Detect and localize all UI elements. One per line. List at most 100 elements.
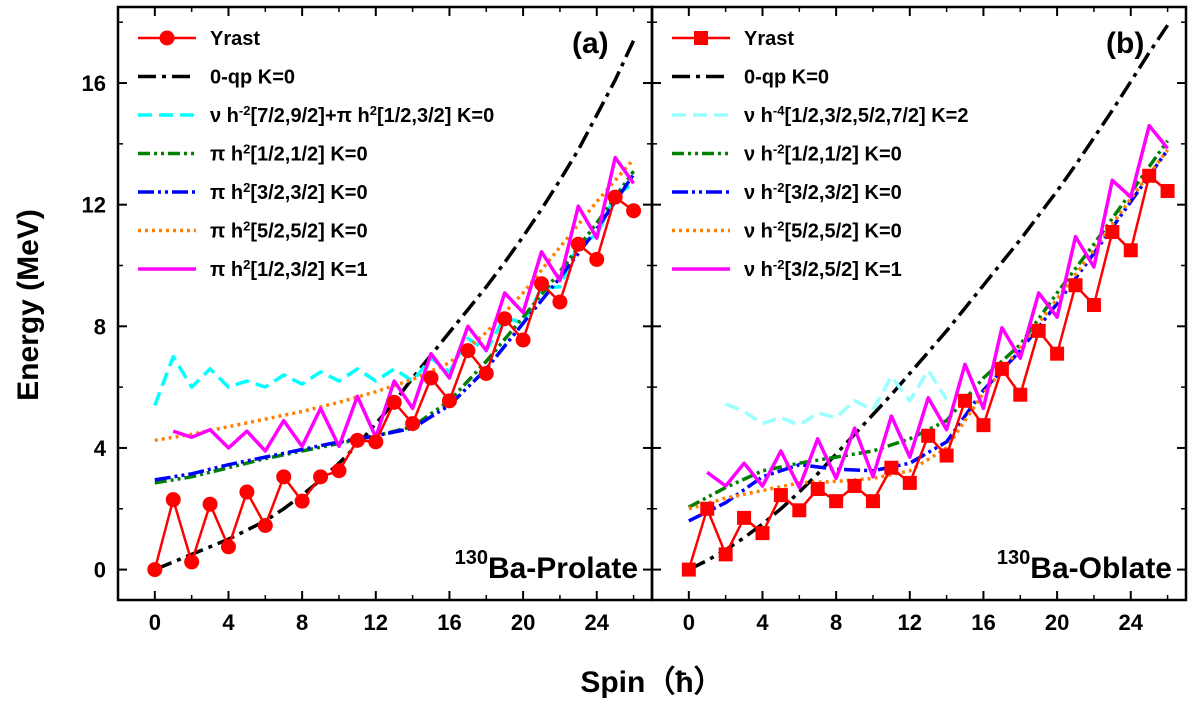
data-point (626, 203, 642, 219)
x-tick-label: 0 (683, 610, 695, 635)
x-axis-title: Spin（ħ） (580, 665, 723, 699)
series-line (688, 148, 1170, 523)
x-tick-label: 24 (585, 610, 610, 635)
legend-marker (159, 30, 175, 46)
data-point (976, 418, 991, 433)
legend-label: ν h-2[3/2,3/2] K=0 (744, 180, 902, 205)
data-point (737, 510, 752, 525)
y-tick-label: 16 (82, 71, 106, 96)
series-line (725, 368, 949, 427)
data-point (1013, 387, 1028, 402)
x-tick-label: 16 (971, 610, 995, 635)
legend-label: π h2[1/2,1/2] K=0 (210, 141, 368, 166)
legend-label: π h2[3/2,3/2] K=0 (210, 180, 368, 205)
legend-marker (694, 31, 708, 45)
data-point (331, 463, 347, 479)
data-point (257, 517, 273, 533)
panel-a: 0 4 8 12 16 20 24 0 4 8 12 16 Yrast 0-qp K=0 ν h-2[7/2… (82, 5, 654, 635)
plot-area (147, 39, 642, 578)
data-point (570, 236, 586, 252)
data-point (1031, 323, 1046, 338)
data-point (184, 554, 200, 570)
legend-label: ν h-2[5/2,5/2] K=0 (744, 218, 902, 243)
data-point (773, 488, 788, 503)
data-point (1123, 243, 1138, 258)
legend-label: Yrast (210, 28, 260, 50)
legend-label: ν h-2[3/2,5/2] K=1 (744, 257, 902, 282)
data-point (220, 539, 236, 555)
x-tick-label: 12 (898, 610, 922, 635)
y-tick-label: 0 (94, 558, 106, 583)
panel-b: 0 4 8 12 16 20 24 Yrast 0-qp K=0 ν h-4[1/2,3/2,5/… (650, 5, 1188, 635)
plot-area (681, 24, 1175, 577)
data-point (810, 482, 825, 497)
x-tick-label: 8 (830, 610, 842, 635)
series-line (172, 155, 636, 453)
data-point (1050, 346, 1065, 361)
data-point (313, 469, 329, 485)
series-line (706, 123, 1169, 490)
data-point (994, 361, 1009, 376)
data-point (1086, 298, 1101, 313)
data-point (202, 496, 218, 512)
data-point (239, 484, 255, 500)
nucleus-label: 130Ba-Prolate (455, 547, 638, 585)
data-point (939, 448, 954, 463)
data-point (1142, 168, 1157, 183)
x-tick-label: 20 (1045, 610, 1069, 635)
legend-label: π h2[5/2,5/2] K=0 (210, 218, 368, 243)
series-line (154, 170, 636, 485)
data-point (589, 251, 605, 267)
panel-label: (b) (1106, 27, 1144, 60)
data-point (534, 276, 550, 292)
y-axis-title: Energy (MeV) (12, 209, 45, 401)
data-point (349, 432, 365, 448)
x-tick-label: 8 (296, 610, 308, 635)
legend-label: ν h-2[1/2,1/2] K=0 (744, 141, 902, 166)
data-point (478, 365, 494, 381)
y-tick-label: 12 (82, 193, 106, 218)
chart-panels: 0 4 8 12 16 20 24 0 4 8 12 16 Yrast 0-qp K=0 ν h-2[7/2… (82, 5, 1188, 635)
x-tick-label: 4 (756, 610, 769, 635)
x-tick-label: 20 (511, 610, 535, 635)
legend-label: ν h-4[1/2,3/2,5/2,7/2] K=2 (744, 103, 968, 128)
x-tick-label: 4 (222, 610, 235, 635)
data-point (884, 460, 899, 475)
x-tick-label: 24 (1119, 610, 1144, 635)
nucleus-label: 130Ba-Oblate (997, 547, 1172, 585)
data-point (276, 469, 292, 485)
data-point (515, 332, 531, 348)
data-point (755, 526, 770, 541)
data-point (1105, 225, 1120, 240)
data-point (958, 393, 973, 408)
data-point (460, 343, 476, 359)
data-point (386, 394, 402, 410)
data-point (865, 494, 880, 509)
data-point (1160, 183, 1175, 198)
x-tick-label: 16 (437, 610, 461, 635)
x-tick-label: 12 (364, 610, 388, 635)
data-point (405, 416, 421, 432)
data-point (681, 562, 696, 577)
panel-label: (a) (572, 27, 609, 60)
data-point (829, 494, 844, 509)
y-tick-label: 8 (94, 314, 106, 339)
data-point (497, 311, 513, 327)
data-point (294, 493, 310, 509)
data-point (792, 503, 807, 518)
data-point (847, 478, 862, 493)
data-point (718, 547, 733, 562)
series-line (154, 173, 636, 482)
plot-frame (650, 5, 1188, 602)
legend-label: π h2[1/2,3/2] K=1 (210, 257, 368, 282)
data-point (700, 501, 715, 516)
plot-frame (116, 5, 654, 602)
legend: Yrast 0-qp K=0 ν h-4[1/2,3/2,5/2,7/2] K=2 ν… (672, 28, 968, 281)
data-point (607, 189, 623, 205)
legend: Yrast 0-qp K=0 ν h-2[7/2,9/2]+π h2[1/2,3/2… (138, 28, 494, 281)
data-point (165, 492, 181, 508)
legend-label: Yrast (744, 28, 794, 50)
data-point (441, 393, 457, 409)
data-point (902, 475, 917, 490)
legend-label: ν h-2[7/2,9/2]+π h2[1/2,3/2] K=0 (210, 103, 494, 128)
